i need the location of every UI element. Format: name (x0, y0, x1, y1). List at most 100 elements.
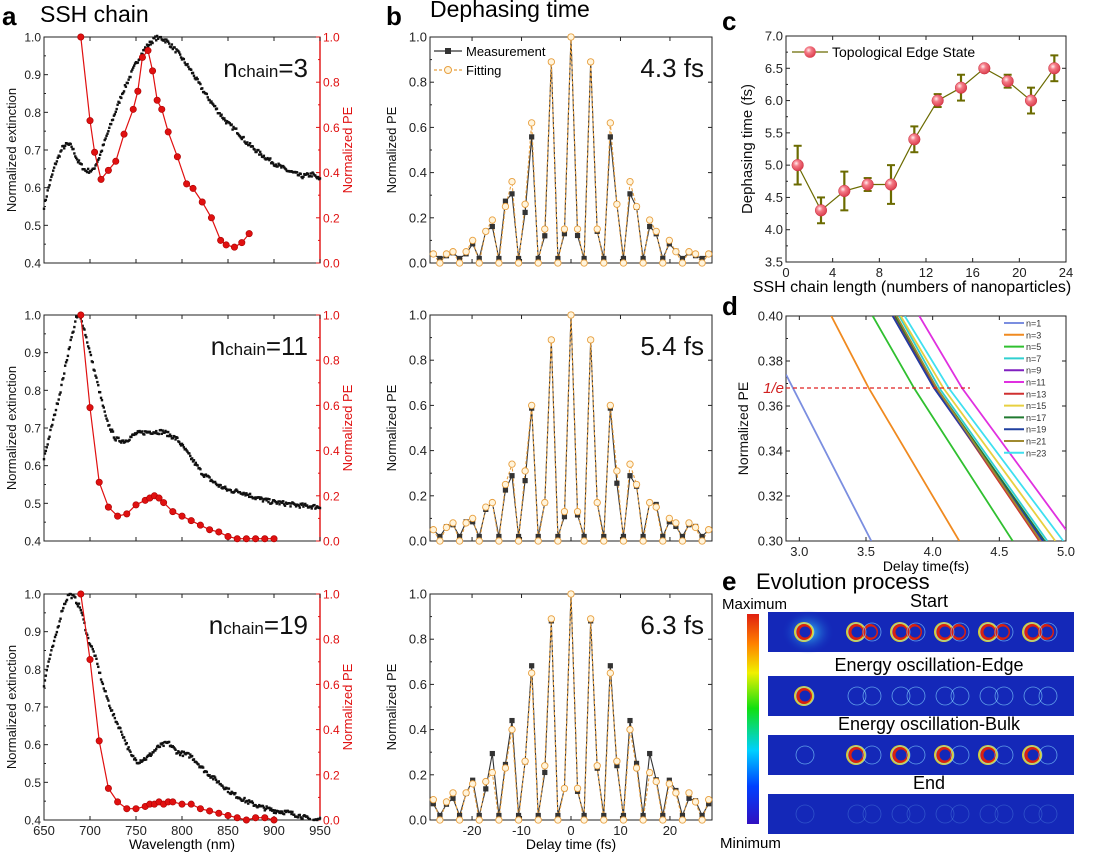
fitting-point (600, 259, 608, 267)
extinction-point (52, 639, 56, 643)
fitting-point (626, 460, 634, 468)
extinction-point (270, 807, 273, 810)
extinction-point (167, 42, 171, 45)
extinction-point (110, 709, 114, 712)
extinction-point (86, 633, 89, 637)
extinction-point (282, 500, 285, 503)
extinction-point (171, 47, 174, 51)
fitting-point (554, 816, 562, 824)
measurement-point (496, 812, 502, 819)
extinction-point (88, 643, 92, 646)
extinction-point (208, 98, 211, 102)
extinction-point (45, 195, 48, 198)
extinction-point (158, 745, 162, 749)
extinction-point (174, 748, 177, 752)
particle-ring (950, 745, 970, 765)
fitting-point (560, 225, 569, 233)
extinction-point (115, 107, 118, 111)
extinction-point (314, 174, 317, 177)
extinction-point (148, 752, 151, 755)
pe-point (178, 512, 186, 520)
frame-label: Start (910, 591, 948, 611)
edge-state-point (908, 133, 921, 146)
extinction-point (72, 147, 75, 151)
panel-c-letter: c (722, 6, 736, 36)
annotation-n: n (223, 53, 237, 83)
extinction-point (87, 347, 91, 350)
extinction-point (111, 118, 115, 121)
extinction-point (177, 49, 180, 53)
extinction-point (103, 410, 106, 413)
extinction-point (298, 813, 301, 817)
extinction-point (59, 391, 62, 394)
measurement-point (437, 812, 443, 819)
extinction-point (46, 443, 49, 446)
extinction-point (94, 374, 97, 377)
fitting-point (705, 526, 713, 534)
fitting-point (587, 58, 595, 66)
x-tick-label: -20 (463, 823, 482, 838)
particle-core (851, 626, 863, 638)
fitting-point (469, 236, 477, 245)
y-tick-label: 6.5 (765, 61, 783, 76)
measurement-point (535, 255, 541, 262)
pe-point (252, 814, 260, 822)
extinction-point (213, 776, 217, 779)
extinction-point (161, 429, 164, 432)
extinction-point (272, 811, 276, 814)
pe-point (77, 590, 85, 598)
extinction-point (208, 774, 211, 777)
y-tick-label: 1.0 (24, 588, 41, 602)
fitting-point (462, 248, 470, 256)
fitting-point (619, 816, 628, 824)
extinction-point (98, 153, 102, 156)
extinction-point (179, 751, 183, 755)
extinction-point (67, 347, 71, 351)
extinction-point (82, 618, 85, 621)
extinction-point (77, 602, 81, 605)
extinction-point (85, 336, 88, 339)
particle-ring (891, 804, 911, 824)
particle-ring (1023, 686, 1043, 706)
y-tick-label: 0.6 (24, 181, 41, 195)
measurement-point (607, 134, 613, 140)
extinction-point (101, 682, 105, 686)
extinction-point (54, 633, 58, 636)
fitting-point (678, 537, 687, 545)
extinction-point (260, 497, 264, 500)
particle-core (983, 626, 995, 638)
measurement-point (581, 255, 587, 262)
fitting-point (534, 259, 542, 267)
fitting-point (455, 259, 464, 267)
pe-point (230, 243, 238, 251)
particle-ring (994, 745, 1014, 765)
extinction-point (167, 740, 171, 744)
extinction-point (169, 46, 173, 49)
extinction-point (157, 432, 161, 436)
extinction-point (187, 752, 190, 755)
dephasing-annotation: 6.3 fs (640, 610, 704, 640)
extinction-point (269, 808, 272, 812)
extinction-point (290, 812, 293, 816)
edge-state-point (1048, 62, 1061, 75)
extinction-point (245, 142, 248, 146)
particle-ring (847, 686, 867, 706)
fitting-point (580, 816, 588, 824)
extinction-point (126, 81, 129, 85)
pe-point (196, 521, 204, 529)
fitting-point (567, 33, 575, 41)
extinction-point (240, 137, 243, 141)
frame-label: Energy oscillation-Edge (834, 655, 1023, 675)
fitting-point (547, 336, 555, 344)
extinction-point (132, 64, 136, 67)
measurement-point (601, 533, 607, 540)
y2-tick-label: 0.6 (323, 121, 340, 135)
extinction-point (44, 674, 48, 677)
extinction-point (188, 452, 191, 455)
y-axis-label: Dephasing time (fs) (739, 84, 756, 214)
pe-point (261, 814, 269, 822)
extinction-point (197, 763, 200, 766)
fitting-point (488, 768, 496, 777)
fitting-point (514, 259, 523, 267)
extinction-point (159, 35, 163, 39)
